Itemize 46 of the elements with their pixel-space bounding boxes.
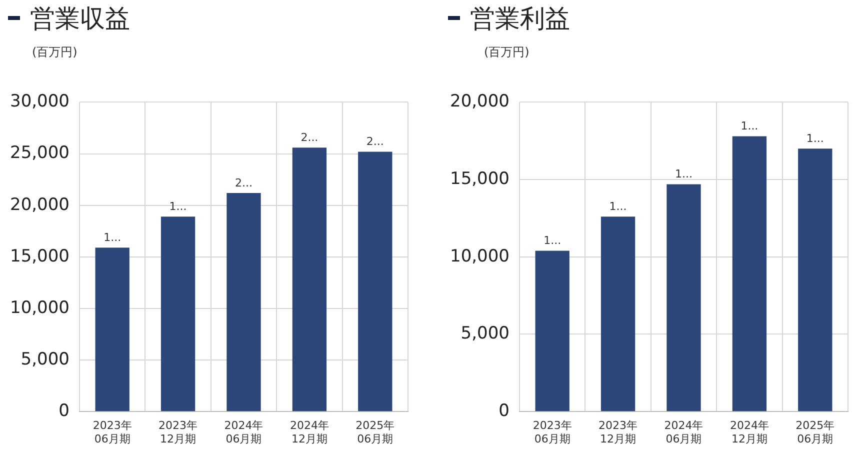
bar — [600, 216, 636, 412]
x-tick-label: 2023年12月期 — [158, 419, 198, 446]
x-tick-label: 2023年06月期 — [92, 419, 132, 446]
data-label: 2... — [366, 135, 384, 148]
y-tick-label: 15,000 — [450, 168, 510, 189]
y-tick-label: 20,000 — [450, 92, 510, 112]
y-tick-label: 5,000 — [460, 324, 510, 344]
x-tick-label: 2024年06月期 — [664, 419, 704, 446]
data-label: 1... — [169, 200, 187, 214]
y-tick-label: 10,000 — [10, 298, 70, 318]
y-tick-label: 0 — [58, 401, 70, 422]
x-tick-label: 2024年12月期 — [730, 419, 769, 446]
x-tick-label: 2025年06月期 — [796, 419, 835, 446]
x-tick-label: 2025年06月期 — [356, 419, 395, 446]
chart-title: 営業収益 — [30, 3, 130, 35]
data-label: 1... — [740, 120, 758, 133]
data-label: 1... — [674, 168, 692, 181]
bar — [292, 148, 327, 412]
bar — [160, 216, 196, 412]
y-tick-label: 10,000 — [450, 246, 510, 266]
chart-title: 営業利益 — [470, 3, 570, 35]
bar — [732, 136, 767, 412]
data-label: 2... — [234, 176, 252, 190]
x-tick-label: 2024年12月期 — [290, 419, 329, 446]
y-tick-label: 25,000 — [10, 143, 70, 164]
y-tick-label: 0 — [498, 401, 510, 422]
data-label: 1... — [544, 234, 562, 248]
y-tick-label: 30,000 — [10, 92, 70, 112]
x-tick-label: 2023年12月期 — [598, 419, 638, 446]
data-label: 1... — [104, 230, 122, 244]
bar — [535, 250, 570, 412]
bar — [226, 192, 261, 412]
y-axis-title: (百万円) — [32, 44, 78, 61]
bar — [95, 248, 130, 412]
x-tick-label: 2024年06月期 — [224, 419, 264, 446]
data-label: 2... — [300, 130, 318, 144]
bar — [798, 148, 832, 412]
y-tick-label: 15,000 — [10, 246, 70, 266]
data-label: 1... — [806, 132, 824, 145]
bar — [666, 184, 701, 412]
y-tick-label: 20,000 — [10, 194, 70, 215]
bar — [358, 152, 392, 412]
x-tick-label: 2023年06月期 — [532, 419, 572, 446]
y-tick-label: 5,000 — [20, 349, 70, 370]
y-axis-title: (百万円) — [484, 44, 530, 61]
data-label: 1... — [609, 200, 627, 214]
